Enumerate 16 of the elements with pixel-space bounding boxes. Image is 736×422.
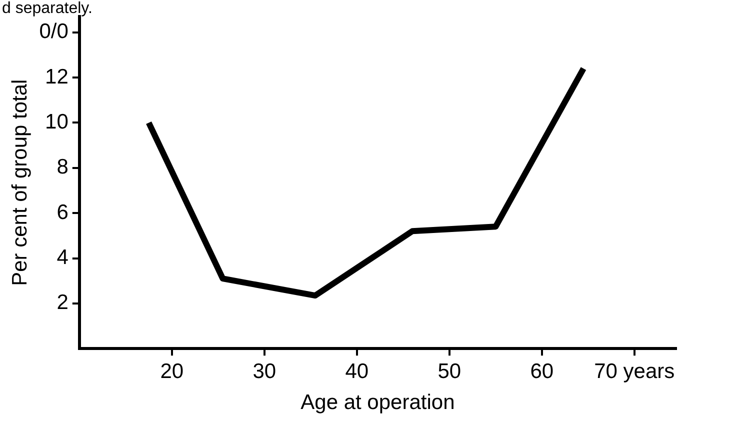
x-tick-label: 40 <box>345 360 369 383</box>
x-tick-label: 30 <box>252 360 276 383</box>
y-tick-label: 8 <box>56 156 68 179</box>
x-tick-label: 50 <box>438 360 462 383</box>
x-tick-label: 60 <box>530 360 554 383</box>
y-tick-label: 12 <box>45 65 68 88</box>
y-tick-label: 10 <box>45 110 68 134</box>
annotation: d separately. <box>2 0 92 18</box>
y-axis-title: Per cent of group total <box>8 79 32 286</box>
y-tick-label: 2 <box>56 291 68 314</box>
x-axis-title: Age at operation <box>300 391 455 414</box>
y-tick-label: 0/0 <box>39 20 68 44</box>
y-tick-label: 6 <box>56 200 68 224</box>
y-tick-label: 4 <box>56 246 69 270</box>
x-tick-label: 70 years <box>594 360 675 383</box>
x-tick-label: 20 <box>160 360 184 383</box>
